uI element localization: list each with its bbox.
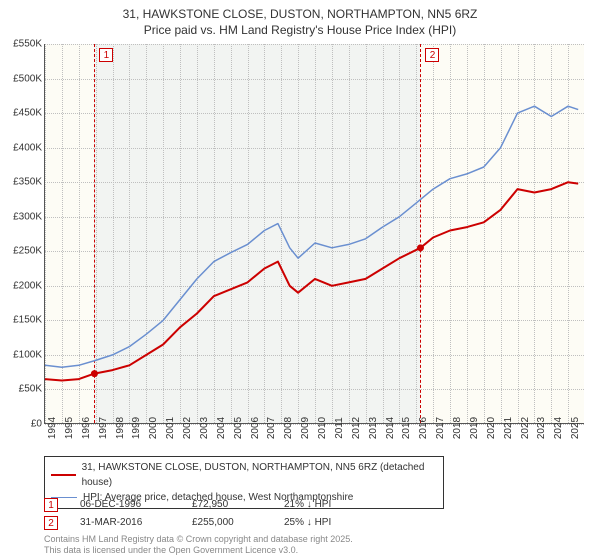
x-tick: 2004	[216, 417, 227, 439]
tx-row-2: 2 31-MAR-2016 £255,000 25% ↓ HPI	[44, 514, 374, 532]
tx-marker-1: 1	[44, 498, 58, 512]
legend-label-price: 31, HAWKSTONE CLOSE, DUSTON, NORTHAMPTON…	[82, 460, 437, 490]
x-tick: 2005	[233, 417, 244, 439]
x-tick: 2001	[165, 417, 176, 439]
x-tick: 1994	[47, 417, 58, 439]
x-tick: 2020	[486, 417, 497, 439]
y-tick: £450K	[2, 108, 42, 119]
x-tick: 2003	[199, 417, 210, 439]
x-tick: 2012	[351, 417, 362, 439]
chart-title: 31, HAWKSTONE CLOSE, DUSTON, NORTHAMPTON…	[0, 0, 600, 38]
x-tick: 1999	[131, 417, 142, 439]
x-tick: 2010	[317, 417, 328, 439]
tx-delta-2: 25% ↓ HPI	[284, 514, 374, 532]
x-tick: 2007	[266, 417, 277, 439]
title-line-1: 31, HAWKSTONE CLOSE, DUSTON, NORTHAMPTON…	[0, 6, 600, 22]
credits-line-1: Contains HM Land Registry data © Crown c…	[44, 534, 353, 545]
y-tick: £400K	[2, 142, 42, 153]
y-tick: £300K	[2, 211, 42, 222]
tx-date-2: 31-MAR-2016	[80, 514, 170, 532]
x-tick: 2021	[503, 417, 514, 439]
y-tick: £50K	[2, 384, 42, 395]
x-tick: 2018	[452, 417, 463, 439]
transactions-table: 1 06-DEC-1996 £72,950 21% ↓ HPI 2 31-MAR…	[44, 496, 374, 532]
x-tick: 2024	[553, 417, 564, 439]
x-tick: 1998	[115, 417, 126, 439]
x-tick: 2009	[300, 417, 311, 439]
credits-line-2: This data is licensed under the Open Gov…	[44, 545, 353, 556]
tx-marker-2: 2	[44, 516, 58, 530]
x-tick: 2023	[536, 417, 547, 439]
y-tick: £150K	[2, 315, 42, 326]
tx-date-1: 06-DEC-1996	[80, 496, 170, 514]
x-tick: 2000	[148, 417, 159, 439]
y-tick: £500K	[2, 73, 42, 84]
legend-swatch-price	[51, 474, 76, 476]
x-tick: 2022	[520, 417, 531, 439]
tx-price-1: £72,950	[192, 496, 262, 514]
x-tick: 2013	[368, 417, 379, 439]
credits: Contains HM Land Registry data © Crown c…	[44, 534, 353, 557]
y-tick: £0	[2, 419, 42, 430]
x-tick: 1997	[98, 417, 109, 439]
tx-row-1: 1 06-DEC-1996 £72,950 21% ↓ HPI	[44, 496, 374, 514]
x-tick: 2008	[283, 417, 294, 439]
chart-svg	[45, 44, 584, 423]
x-tick: 2014	[385, 417, 396, 439]
y-tick: £200K	[2, 280, 42, 291]
x-tick: 2016	[418, 417, 429, 439]
x-tick: 2025	[570, 417, 581, 439]
y-tick: £550K	[2, 39, 42, 50]
title-line-2: Price paid vs. HM Land Registry's House …	[0, 22, 600, 38]
x-tick: 2006	[250, 417, 261, 439]
x-tick: 2017	[435, 417, 446, 439]
tx-price-2: £255,000	[192, 514, 262, 532]
x-tick: 1995	[64, 417, 75, 439]
x-tick: 2015	[401, 417, 412, 439]
x-tick: 2019	[469, 417, 480, 439]
x-tick: 2002	[182, 417, 193, 439]
legend-row-price: 31, HAWKSTONE CLOSE, DUSTON, NORTHAMPTON…	[51, 460, 437, 490]
y-tick: £350K	[2, 177, 42, 188]
y-tick: £100K	[2, 349, 42, 360]
tx-delta-1: 21% ↓ HPI	[284, 496, 374, 514]
y-tick: £250K	[2, 246, 42, 257]
x-tick: 2011	[334, 417, 345, 439]
x-tick: 1996	[81, 417, 92, 439]
chart-plot-area: 1 2	[44, 44, 584, 424]
